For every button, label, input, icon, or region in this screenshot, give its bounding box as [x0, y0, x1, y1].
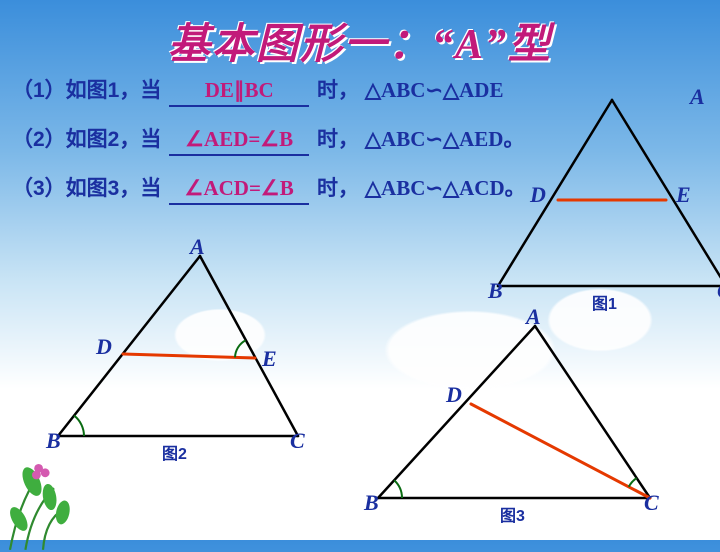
- row2-prefix: （2）如图2，当: [12, 128, 161, 151]
- row3-prefix: （3）如图3，当: [12, 177, 161, 200]
- figure-3: A B C D 图3: [370, 320, 660, 510]
- vertex-C: C: [644, 490, 659, 516]
- vertex-A: A: [190, 234, 205, 260]
- vertex-E: E: [676, 182, 691, 208]
- row1-prefix: （1）如图1，当: [12, 79, 161, 102]
- row1-stmt: △ABC∽△ADE: [365, 78, 504, 102]
- figure-2-caption: 图2: [162, 440, 187, 464]
- page-title: 基本图形一：“A”型: [0, 10, 720, 71]
- figure-1-caption: 图1: [592, 290, 617, 314]
- vertex-A: A: [526, 304, 541, 330]
- statement-block: （1）如图1，当 DE∥BC 时， △ABC∽△ADE （2）如图2，当 ∠AE…: [12, 74, 490, 221]
- vertex-D: D: [446, 382, 462, 408]
- vertex-B: B: [364, 490, 379, 516]
- vertex-E: E: [262, 346, 277, 372]
- row2-fill: ∠AED=∠B: [169, 127, 309, 156]
- row3-after: 时，: [317, 177, 359, 200]
- plant-decoration: [0, 442, 98, 552]
- vertex-B: B: [488, 278, 503, 304]
- vertex-D: D: [96, 334, 112, 360]
- row1-fill: DE∥BC: [169, 78, 309, 107]
- figure-3-svg: [370, 320, 660, 510]
- statement-row: （2）如图2，当 ∠AED=∠B 时， △ABC∽△AED。: [12, 123, 490, 156]
- figure-3-caption: 图3: [500, 502, 525, 526]
- figure-1: A B C D E 图1: [492, 90, 720, 300]
- vertex-D: D: [530, 182, 546, 208]
- figure-2: A B C D E 图2: [50, 248, 310, 448]
- row1-after: 时，: [317, 79, 359, 102]
- vertex-C: C: [290, 428, 305, 454]
- row3-fill: ∠ACD=∠B: [169, 176, 309, 205]
- vertex-A: A: [690, 84, 705, 110]
- statement-row: （3）如图3，当 ∠ACD=∠B 时， △ABC∽△ACD。: [12, 172, 490, 205]
- statement-row: （1）如图1，当 DE∥BC 时， △ABC∽△ADE: [12, 74, 490, 107]
- row2-after: 时，: [317, 128, 359, 151]
